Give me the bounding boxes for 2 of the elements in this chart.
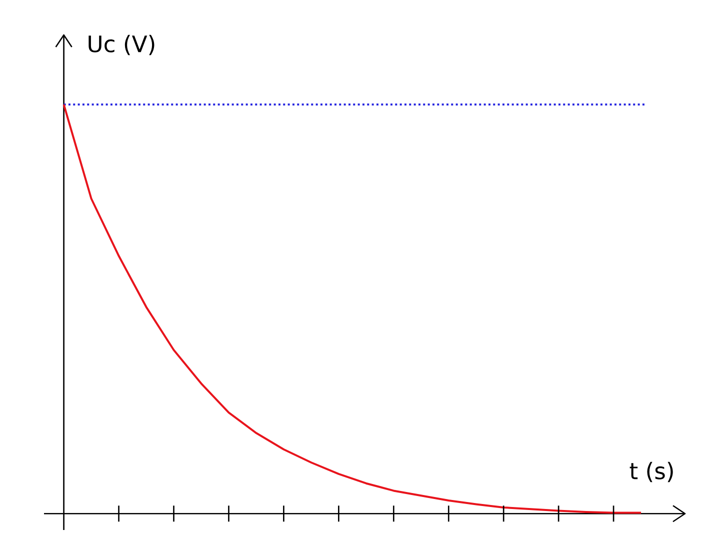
x-axis-title: t (s) — [630, 462, 673, 482]
y-axis-title: Uc (V) — [88, 34, 154, 56]
